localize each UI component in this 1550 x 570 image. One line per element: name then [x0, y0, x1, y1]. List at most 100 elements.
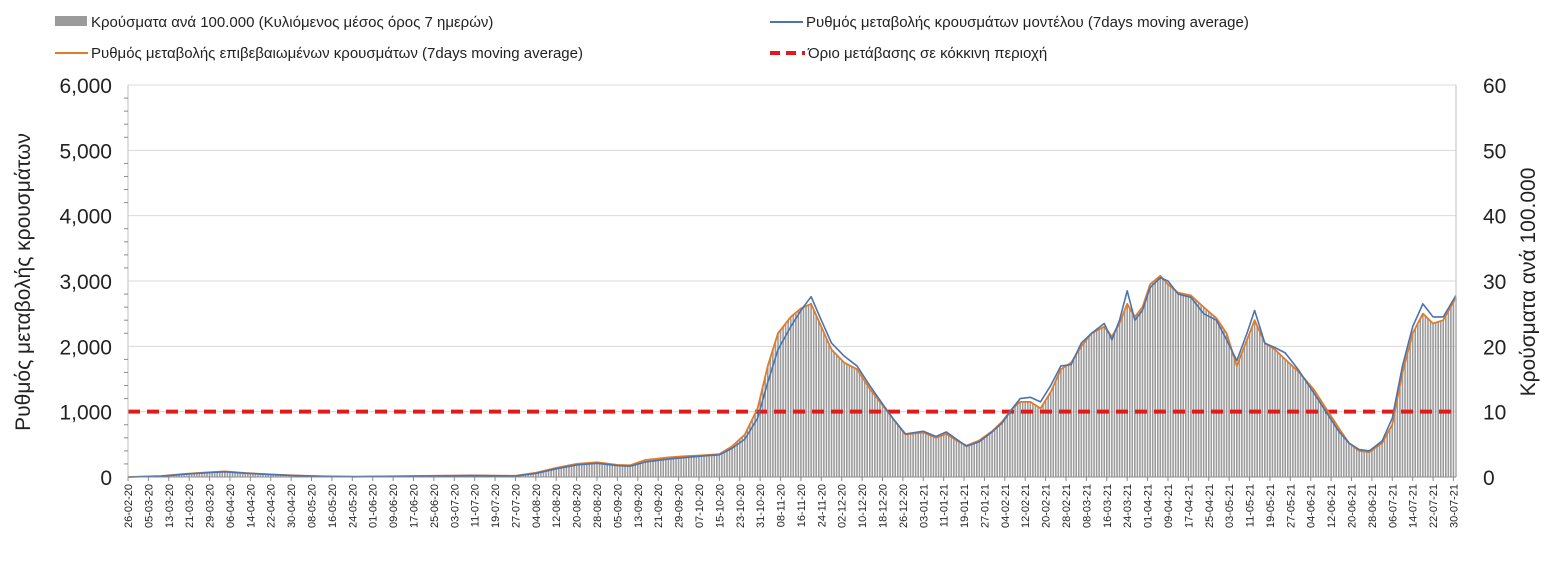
x-tick-45: 20-02-21 — [1041, 484, 1053, 528]
bar-day-391 — [1123, 310, 1126, 477]
bar-day-340 — [993, 428, 996, 477]
bar-day-416 — [1187, 294, 1190, 477]
x-tick-21: 12-08-20 — [551, 484, 563, 528]
bar-day-481 — [1353, 446, 1355, 477]
x-tick-49: 24-03-21 — [1122, 484, 1134, 528]
bar-day-205 — [649, 459, 652, 477]
x-tick-37: 18-12-20 — [877, 484, 889, 528]
x-tick-41: 19-01-21 — [959, 484, 971, 528]
bar-day-228 — [708, 454, 710, 477]
x-tick-7: 22-04-20 — [266, 484, 278, 528]
bar-day-379 — [1093, 331, 1095, 477]
bar-day-327 — [960, 443, 963, 477]
bar-day-50 — [254, 473, 257, 477]
bar-day-430 — [1223, 329, 1225, 477]
bar-day-183 — [593, 462, 596, 477]
bar-day-288 — [861, 377, 863, 477]
x-tick-57: 27-05-21 — [1285, 484, 1297, 528]
bar-day-258 — [784, 323, 787, 477]
bar-day-464 — [1309, 385, 1312, 477]
bar-day-427 — [1215, 318, 1218, 477]
bar-day-368 — [1065, 365, 1067, 477]
bar-day-186 — [601, 462, 603, 477]
bar-day-275 — [828, 343, 830, 477]
bar-day-401 — [1149, 284, 1151, 477]
x-tick-38: 26-12-20 — [898, 484, 910, 528]
bar-day-463 — [1307, 382, 1309, 477]
bar-day-386 — [1111, 336, 1113, 477]
bar-day-285 — [853, 367, 856, 477]
bar-day-454 — [1284, 359, 1287, 477]
bar-day-212 — [667, 457, 670, 477]
x-tick-33: 16-11-20 — [796, 484, 808, 527]
bar-day-447 — [1266, 344, 1269, 477]
x-tick-51: 09-04-21 — [1163, 484, 1175, 528]
x-tick-46: 28-02-21 — [1061, 484, 1073, 528]
bar-day-220 — [687, 455, 690, 477]
x-tick-12: 01-06-20 — [368, 484, 380, 528]
x-tick-39: 03-01-21 — [918, 484, 930, 528]
bar-day-500 — [1401, 372, 1404, 477]
x-tick-56: 19-05-21 — [1265, 484, 1277, 528]
bar-day-231 — [716, 454, 718, 477]
bar-day-294 — [876, 398, 879, 477]
bar-day-408 — [1167, 284, 1169, 477]
bar-day-414 — [1182, 293, 1185, 477]
x-tick-60: 20-06-21 — [1346, 484, 1358, 528]
bar-day-437 — [1241, 352, 1243, 477]
bar-day-348 — [1014, 406, 1016, 477]
bar-day-360 — [1044, 400, 1047, 477]
bar-day-185 — [598, 462, 601, 477]
bar-day-305 — [904, 434, 907, 477]
bar-day-514 — [1437, 321, 1439, 477]
bar-day-492 — [1381, 443, 1383, 477]
bar-day-49 — [252, 473, 254, 477]
bars-series — [129, 275, 1457, 477]
bar-day-513 — [1434, 322, 1437, 477]
bar-day-397 — [1139, 310, 1141, 477]
bar-day-467 — [1317, 396, 1320, 477]
bar-day-420 — [1197, 302, 1200, 477]
bar-day-409 — [1169, 286, 1172, 477]
bar-day-198 — [631, 464, 634, 477]
bar-day-373 — [1077, 350, 1080, 477]
bar-day-398 — [1141, 307, 1144, 477]
bar-day-485 — [1363, 451, 1366, 477]
x-tick-42: 27-01-21 — [979, 484, 991, 528]
bar-day-431 — [1225, 333, 1228, 477]
bar-day-58 — [275, 474, 277, 477]
bar-day-227 — [705, 455, 708, 477]
bar-day-502 — [1406, 352, 1409, 477]
x-tick-53: 25-04-21 — [1204, 484, 1216, 528]
bar-day-56 — [269, 474, 272, 477]
x-tick-8: 30-04-20 — [286, 484, 298, 528]
bar-day-385 — [1108, 333, 1111, 477]
bar-day-461 — [1302, 377, 1304, 477]
bar-day-302 — [896, 424, 899, 477]
bar-day-392 — [1126, 303, 1128, 477]
bar-day-404 — [1156, 277, 1159, 477]
x-tick-61: 28-06-21 — [1367, 484, 1379, 528]
bar-day-210 — [662, 457, 665, 477]
bar-day-424 — [1207, 311, 1210, 477]
bar-day-330 — [968, 444, 970, 477]
bar-day-384 — [1105, 330, 1108, 477]
bar-day-162 — [540, 471, 542, 477]
bar-day-326 — [958, 441, 960, 477]
bar-day-172 — [565, 465, 568, 477]
bar-day-438 — [1243, 346, 1246, 477]
bar-day-400 — [1146, 291, 1149, 477]
bar-day-194 — [621, 465, 624, 477]
bar-day-478 — [1345, 439, 1348, 477]
bar-day-55 — [267, 474, 269, 477]
bar-day-200 — [636, 462, 639, 477]
x-tick-40: 11-01-21 — [939, 484, 951, 527]
bar-day-270 — [815, 315, 818, 477]
bar-day-37 — [221, 471, 224, 477]
bar-day-255 — [777, 333, 779, 477]
bar-day-244 — [749, 424, 751, 477]
bar-day-422 — [1202, 307, 1205, 477]
y-right-tick-3: 30 — [1483, 271, 1506, 294]
bar-day-176 — [575, 463, 578, 477]
bar-day-300 — [891, 418, 894, 477]
